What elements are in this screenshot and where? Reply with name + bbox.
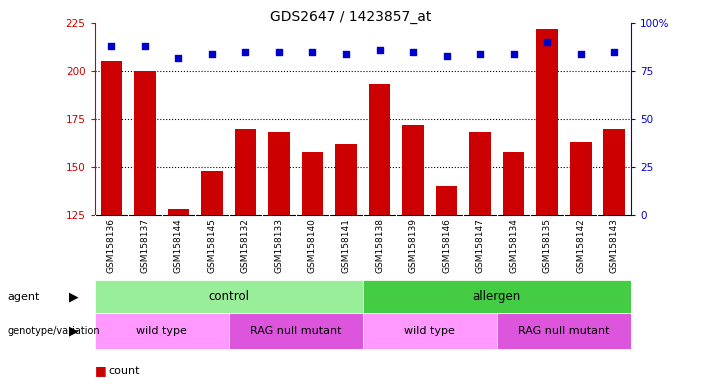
Text: allergen: allergen xyxy=(472,290,521,303)
Point xyxy=(341,51,352,57)
Text: GDS2647 / 1423857_at: GDS2647 / 1423857_at xyxy=(270,10,431,23)
Text: GSM158139: GSM158139 xyxy=(409,218,418,273)
Bar xyxy=(168,209,189,215)
Text: GSM158145: GSM158145 xyxy=(207,218,217,273)
Text: GSM158144: GSM158144 xyxy=(174,218,183,273)
Point xyxy=(173,55,184,61)
Bar xyxy=(604,129,625,215)
Text: GSM158133: GSM158133 xyxy=(275,218,283,273)
Text: ▶: ▶ xyxy=(69,290,79,303)
Text: ■: ■ xyxy=(95,383,107,384)
Bar xyxy=(95,313,229,349)
Bar xyxy=(536,29,558,215)
Text: GSM158138: GSM158138 xyxy=(375,218,384,273)
Bar xyxy=(229,313,363,349)
Text: wild type: wild type xyxy=(136,326,187,336)
Text: RAG null mutant: RAG null mutant xyxy=(518,326,610,336)
Point xyxy=(575,51,586,57)
Bar xyxy=(235,129,257,215)
Bar xyxy=(435,186,458,215)
Point xyxy=(374,47,385,53)
Text: GSM158135: GSM158135 xyxy=(543,218,552,273)
Text: GSM158132: GSM158132 xyxy=(241,218,250,273)
Bar xyxy=(369,84,390,215)
Bar xyxy=(134,71,156,215)
Bar xyxy=(402,125,424,215)
Text: wild type: wild type xyxy=(404,326,455,336)
Text: GSM158137: GSM158137 xyxy=(140,218,149,273)
Point xyxy=(106,43,117,49)
Point xyxy=(407,49,418,55)
Text: control: control xyxy=(208,290,249,303)
Point xyxy=(508,51,519,57)
Point xyxy=(541,39,552,45)
Bar xyxy=(335,144,357,215)
Text: GSM158143: GSM158143 xyxy=(610,218,619,273)
Text: ▶: ▶ xyxy=(69,325,79,338)
Bar xyxy=(503,152,524,215)
Text: GSM158140: GSM158140 xyxy=(308,218,317,273)
Point xyxy=(206,51,217,57)
Bar xyxy=(201,171,223,215)
Bar xyxy=(363,280,631,313)
Text: agent: agent xyxy=(7,291,39,302)
Text: RAG null mutant: RAG null mutant xyxy=(250,326,341,336)
Point xyxy=(240,49,251,55)
Text: GSM158136: GSM158136 xyxy=(107,218,116,273)
Bar xyxy=(570,142,592,215)
Bar xyxy=(100,61,122,215)
Bar xyxy=(301,152,323,215)
Bar xyxy=(363,313,497,349)
Bar xyxy=(95,280,363,313)
Bar xyxy=(469,132,491,215)
Text: ■: ■ xyxy=(95,364,107,377)
Bar xyxy=(268,132,290,215)
Point xyxy=(307,49,318,55)
Text: GSM158146: GSM158146 xyxy=(442,218,451,273)
Point xyxy=(475,51,486,57)
Text: GSM158134: GSM158134 xyxy=(509,218,518,273)
Text: GSM158141: GSM158141 xyxy=(341,218,350,273)
Text: GSM158142: GSM158142 xyxy=(576,218,585,273)
Text: genotype/variation: genotype/variation xyxy=(7,326,100,336)
Text: count: count xyxy=(109,366,140,376)
Point xyxy=(441,53,452,59)
Text: GSM158147: GSM158147 xyxy=(475,218,484,273)
Point xyxy=(139,43,151,49)
Point xyxy=(273,49,285,55)
Bar xyxy=(497,313,631,349)
Point xyxy=(608,49,620,55)
